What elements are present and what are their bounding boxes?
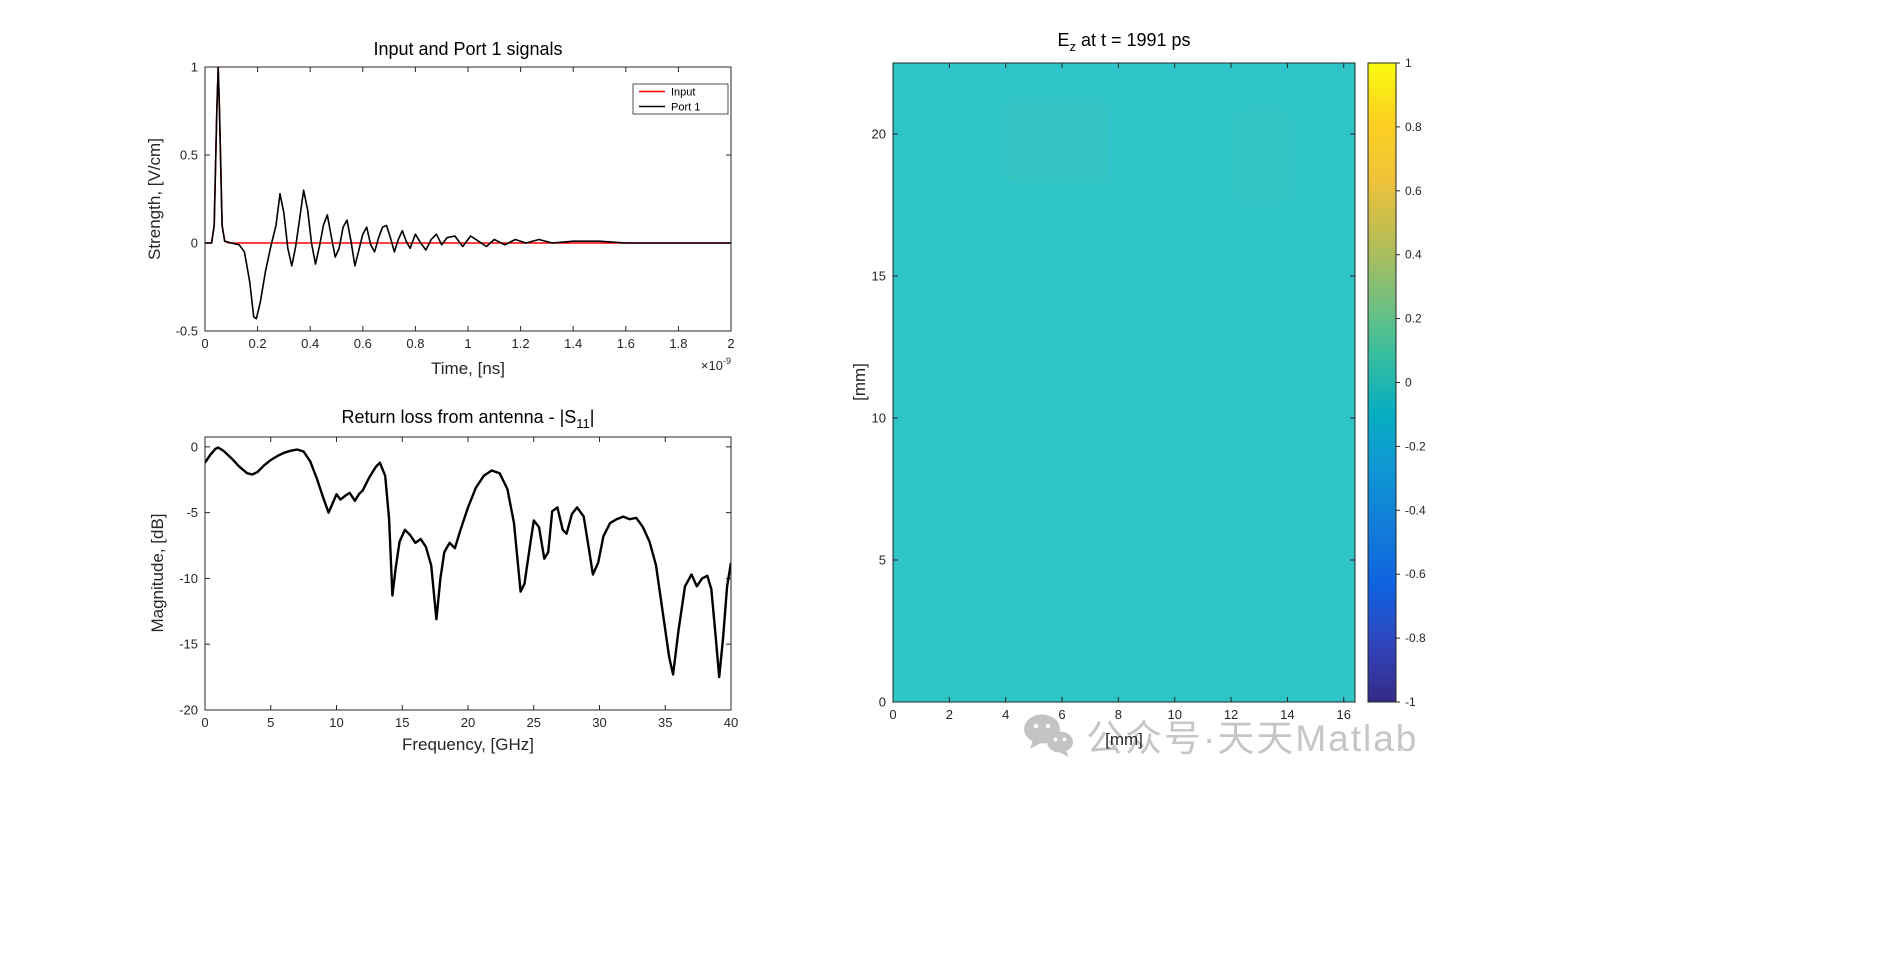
- ez-chart-title: Ez at t = 1991 ps: [893, 30, 1355, 54]
- ez-title-post: at t = 1991 ps: [1075, 30, 1191, 50]
- svg-text:1.2: 1.2: [512, 336, 530, 351]
- svg-text:2: 2: [727, 336, 734, 351]
- signals-title-text: Input and Port 1 signals: [373, 39, 563, 59]
- svg-text:16: 16: [1336, 707, 1350, 722]
- svg-text:1: 1: [464, 336, 471, 351]
- s11-x-axis-label: Frequency, [GHz]: [402, 735, 534, 754]
- svg-text:4: 4: [1002, 707, 1009, 722]
- signals-chart: Input and Port 1 signals Strength, [V/cm…: [120, 25, 780, 405]
- svg-text:0.2: 0.2: [1405, 312, 1422, 326]
- svg-text:0.8: 0.8: [406, 336, 424, 351]
- svg-text:0: 0: [191, 439, 198, 454]
- svg-text:-0.2: -0.2: [1405, 439, 1426, 453]
- svg-text:0.6: 0.6: [1405, 184, 1422, 198]
- exponent-base: ×10: [700, 358, 723, 373]
- ez-field-chart: Ez at t = 1991 ps [mm] [mm] 0 2 4 6 8 10 12 14 1…: [820, 20, 1520, 765]
- svg-text:1: 1: [191, 60, 198, 75]
- svg-text:40: 40: [724, 715, 738, 730]
- svg-text:-20: -20: [179, 703, 198, 718]
- svg-text:1: 1: [1405, 56, 1412, 70]
- svg-text:0: 0: [201, 336, 208, 351]
- svg-text:12: 12: [1224, 707, 1238, 722]
- svg-text:5: 5: [879, 553, 886, 568]
- svg-text:Input: Input: [671, 87, 695, 99]
- svg-text:10: 10: [329, 715, 343, 730]
- watermark-text: 公众号·天天Matlab: [1086, 718, 1419, 759]
- watermark: 公众号·天天Matlab: [1022, 708, 1418, 762]
- svg-text:25: 25: [527, 715, 541, 730]
- svg-text:-10: -10: [179, 571, 198, 586]
- wechat-icon: [1024, 714, 1073, 757]
- svg-text:Port 1: Port 1: [671, 102, 700, 114]
- svg-text:0: 0: [889, 707, 896, 722]
- s11-chart-title: Return loss from antenna - |S11|: [205, 407, 731, 431]
- svg-text:1.6: 1.6: [617, 336, 635, 351]
- svg-text:2: 2: [946, 707, 953, 722]
- svg-text:-0.5: -0.5: [176, 324, 198, 339]
- svg-text:30: 30: [592, 715, 606, 730]
- svg-text:15: 15: [872, 269, 886, 284]
- svg-text:20: 20: [872, 127, 886, 142]
- svg-text:-0.6: -0.6: [1405, 567, 1426, 581]
- svg-text:0: 0: [879, 695, 886, 710]
- s11-chart: Return loss from antenna - |S11| Magnitu…: [120, 395, 780, 775]
- ez-title-sub: z: [1069, 39, 1076, 54]
- signals-x-exponent: ×10-9: [651, 356, 731, 373]
- svg-text:0.5: 0.5: [180, 148, 198, 163]
- svg-text:0: 0: [1405, 376, 1412, 390]
- s11-title-pre: Return loss from antenna - |S: [341, 407, 577, 427]
- svg-text:0.4: 0.4: [301, 336, 319, 351]
- s11-plot-area: 0 5 10 15 20 25 30 35 40 0 -5 -10 -15 -20: [179, 436, 738, 730]
- svg-text:0.6: 0.6: [354, 336, 372, 351]
- svg-text:10: 10: [872, 411, 886, 426]
- svg-text:-5: -5: [186, 505, 198, 520]
- svg-text:-0.8: -0.8: [1405, 631, 1426, 645]
- svg-text:-15: -15: [179, 637, 198, 652]
- s11-title-post: |: [589, 407, 595, 427]
- exponent-power: -9: [722, 356, 731, 366]
- svg-text:8: 8: [1115, 707, 1122, 722]
- signals-x-axis-label: Time, [ns]: [431, 359, 505, 378]
- svg-text:15: 15: [395, 715, 409, 730]
- svg-text:0.2: 0.2: [249, 336, 267, 351]
- svg-text:1.4: 1.4: [564, 336, 582, 351]
- svg-text:6: 6: [1058, 707, 1065, 722]
- svg-text:14: 14: [1280, 707, 1294, 722]
- ez-plot-area: 0 2 4 6 8 10 12 14 16 0 5 10 15 20 1 0.8 0.6 0.4 0.2 0 -0.2 -…: [872, 56, 1426, 722]
- svg-text:0: 0: [201, 715, 208, 730]
- signals-chart-title: Input and Port 1 signals: [205, 39, 731, 60]
- svg-text:5: 5: [267, 715, 274, 730]
- svg-text:20: 20: [461, 715, 475, 730]
- svg-text:1.8: 1.8: [669, 336, 687, 351]
- svg-text:0: 0: [191, 236, 198, 251]
- svg-text:-1: -1: [1405, 695, 1416, 709]
- svg-text:35: 35: [658, 715, 672, 730]
- svg-text:-0.4: -0.4: [1405, 503, 1426, 517]
- signals-plot-area: 0 0.2 0.4 0.6 0.8 1 1.2 1.4 1.6 1.8 2-0.500.51Inpu…: [176, 60, 735, 352]
- svg-text:10: 10: [1167, 707, 1181, 722]
- ez-x-axis-label: [mm]: [1105, 730, 1143, 749]
- ez-title-pre: E: [1057, 30, 1070, 50]
- s11-title-sub: 11: [576, 416, 590, 431]
- svg-text:0.8: 0.8: [1405, 120, 1422, 134]
- svg-text:0.4: 0.4: [1405, 248, 1422, 262]
